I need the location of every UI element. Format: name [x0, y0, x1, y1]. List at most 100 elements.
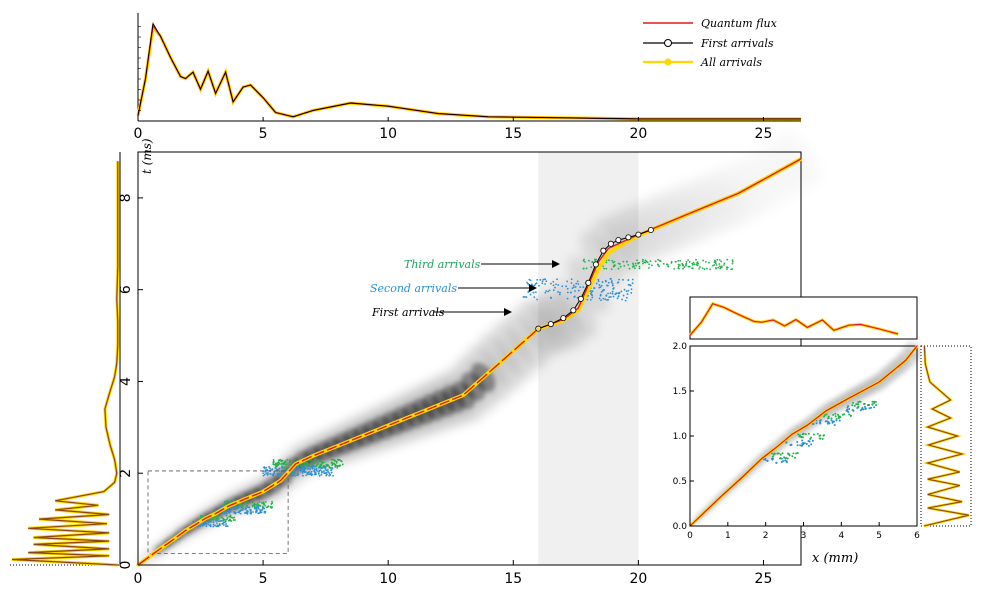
third-arrival-dot: [644, 259, 647, 262]
second-arrival-dot: [609, 296, 612, 298]
second-arrival-dot: [317, 466, 320, 469]
second-arrival-dot: [228, 511, 231, 514]
second-arrival-dot: [625, 290, 628, 293]
third-arrival-dot: [634, 262, 637, 265]
third-arrival-dot: [223, 503, 226, 506]
top-series-first-arrivals: [137, 22, 801, 120]
first-arrival-marker: [560, 315, 567, 322]
inset-arrival-dot: [832, 413, 835, 416]
second-arrival-dot: [617, 281, 620, 284]
inset-arrival-dot: [807, 439, 810, 442]
first-arrival-marker: [577, 295, 584, 302]
inset-arrival-dot: [794, 456, 797, 459]
third-arrival-dot: [705, 267, 708, 270]
second-arrival-dot: [630, 292, 633, 294]
inset-arrival-dot: [797, 433, 800, 436]
second-arrival-dot: [569, 291, 572, 294]
third-arrival-dot: [703, 268, 706, 271]
second-arrival-dot: [209, 520, 211, 522]
third-arrival-dot: [714, 262, 717, 265]
second-arrival-dot: [552, 280, 555, 283]
second-arrival-dot: [600, 284, 603, 287]
second-arrival-dot: [274, 467, 277, 470]
inset-y-tick-label: 2.0: [673, 342, 688, 352]
third-arrival-dot: [679, 264, 681, 267]
arrow-second-head: [529, 284, 537, 292]
second-arrival-dot: [258, 512, 261, 514]
third-arrival-dot: [708, 261, 710, 264]
second-arrival-dot: [555, 283, 557, 286]
third-arrival-dot: [262, 503, 265, 505]
inset-arrival-dot: [834, 412, 837, 415]
inset-arrival-dot: [782, 460, 785, 463]
second-arrival-dot: [326, 468, 329, 471]
inset-arrival-dot: [819, 437, 822, 440]
inset-arrival-dot: [788, 454, 791, 457]
third-arrival-dot: [718, 259, 721, 261]
inset-arrival-dot: [856, 403, 859, 406]
third-arrival-dot: [614, 264, 616, 267]
third-arrival-dot: [683, 266, 686, 269]
second-arrival-dot: [223, 521, 226, 524]
third-arrival-dot: [731, 260, 734, 263]
third-arrival-dot: [718, 263, 721, 265]
second-arrival-dot: [278, 467, 281, 470]
second-arrival-dot: [237, 507, 239, 510]
third-arrival-dot: [687, 259, 689, 261]
inset-arrival-dot: [800, 444, 803, 447]
third-arrival-dot: [269, 506, 272, 509]
second-arrival-dot: [276, 473, 279, 475]
inset-x-tick-label: 1: [725, 531, 731, 541]
inset-arrival-dot: [845, 409, 848, 412]
second-arrival-dot: [607, 281, 610, 284]
second-arrival-dot: [626, 293, 629, 295]
second-arrival-dot: [302, 470, 305, 473]
inset-arrival-dot: [801, 436, 804, 439]
second-arrival-dot: [292, 474, 295, 476]
inset-arrival-dot: [816, 432, 819, 435]
inset-y-tick-label: 1.0: [673, 432, 688, 442]
third-arrival-dot: [215, 517, 218, 520]
third-arrival-dot: [288, 459, 291, 461]
third-arrival-dot: [682, 267, 684, 270]
inset-arrival-dot: [849, 414, 852, 417]
inset-arrival-dot: [785, 456, 788, 459]
second-arrival-dot: [237, 505, 239, 508]
all-arrival-marker: [211, 513, 215, 517]
x-tick-label: 15: [504, 571, 522, 587]
second-arrival-dot: [212, 525, 215, 528]
third-arrival-dot: [336, 466, 339, 469]
inset-arrival-dot: [798, 435, 801, 438]
second-arrival-dot: [602, 297, 605, 300]
second-arrival-dot: [591, 296, 594, 299]
third-arrival-dot: [648, 263, 651, 266]
inset-arrival-dot: [836, 413, 839, 416]
second-arrival-dot: [630, 288, 633, 291]
inset-arrival-dot: [832, 420, 835, 423]
third-arrival-dot: [709, 268, 712, 271]
second-arrival-dot: [595, 282, 598, 285]
inset-y-ticks: 0.0 0.5 1.0 1.5 2.0: [673, 342, 694, 532]
inset-arrival-dot: [873, 400, 876, 403]
third-arrival-dot: [731, 262, 734, 265]
third-arrival-dot: [299, 464, 302, 466]
third-arrival-dot: [315, 464, 318, 467]
all-arrival-marker: [299, 460, 303, 464]
second-arrival-dot: [212, 521, 215, 524]
third-arrival-dot: [271, 502, 274, 505]
second-arrival-dot: [606, 284, 608, 287]
third-arrival-dot: [675, 260, 677, 263]
third-arrival-dot: [276, 461, 279, 464]
first-arrival-marker: [647, 227, 654, 234]
second-arrival-dot: [324, 468, 327, 471]
inset-arrival-dot: [867, 404, 870, 407]
second-arrival-dot: [303, 467, 306, 470]
left-series: [11, 161, 120, 567]
third-arrival-dot: [272, 460, 275, 463]
inset-arrival-dot: [772, 453, 775, 456]
third-arrival-dot: [226, 518, 228, 521]
third-arrival-dot: [699, 266, 701, 268]
second-arrival-dot: [561, 285, 564, 288]
inset-arrival-dot: [870, 406, 873, 409]
third-arrival-dot: [651, 264, 653, 267]
